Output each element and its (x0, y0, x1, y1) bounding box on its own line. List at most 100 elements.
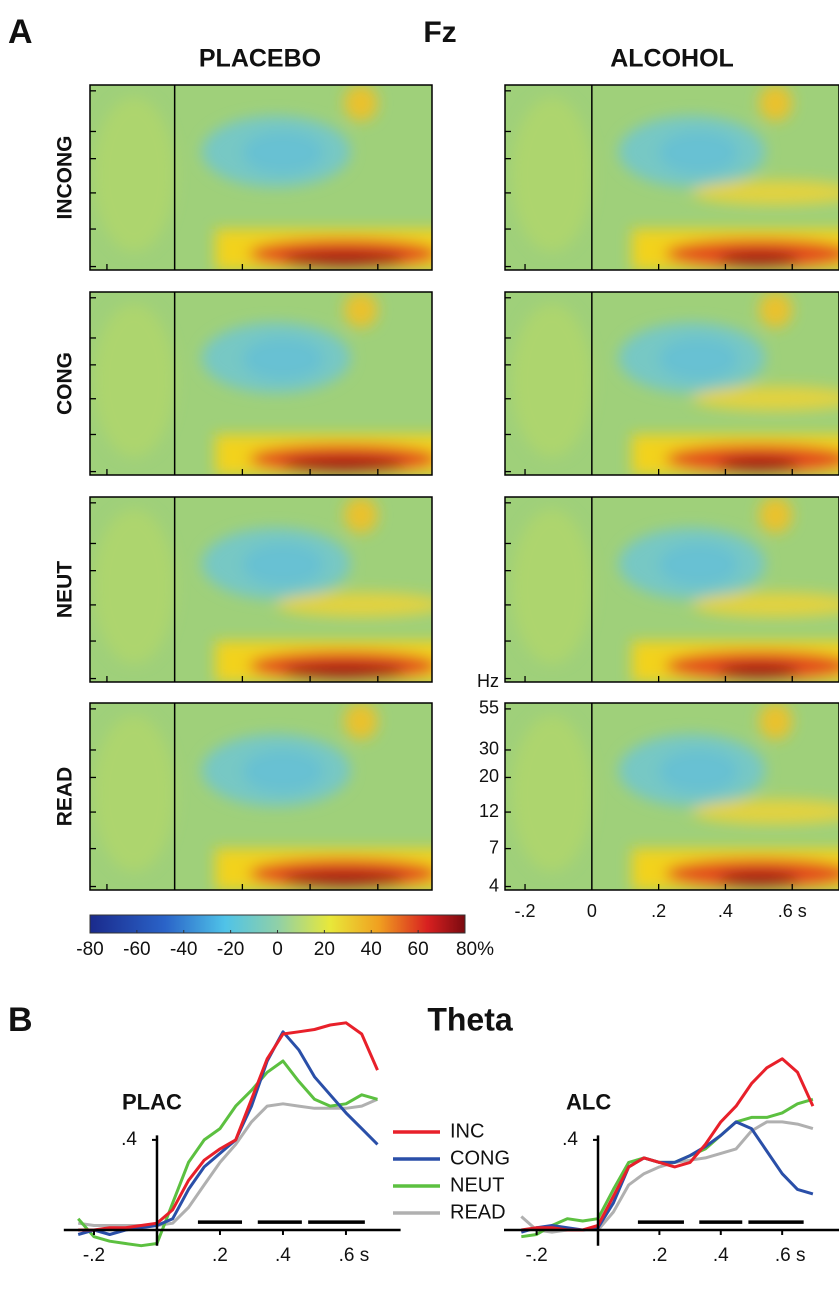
x-tick-label: .4 (713, 1245, 729, 1266)
colorbar-tick-label: -40 (170, 939, 197, 960)
heatmap-blobs (511, 85, 839, 270)
colorbar-tick-label: 20 (314, 939, 335, 960)
heatmap-blob (718, 871, 799, 889)
heatmap-blob (93, 97, 175, 252)
heatmap-blob (242, 543, 324, 586)
panel-frame (504, 291, 839, 476)
legend-label: READ (450, 1201, 506, 1223)
series-line (520, 1120, 814, 1234)
series-line (521, 1097, 814, 1239)
panel-frame (89, 291, 433, 476)
heatmap-blobs (93, 85, 432, 270)
heatmap-blob (283, 251, 405, 269)
colorbar-tick-label: 60 (408, 939, 429, 960)
heatmap-blob (343, 85, 378, 122)
series-line (78, 1021, 379, 1232)
x-tick-label: .2 (651, 1245, 667, 1266)
heatmap-blobs (511, 497, 839, 682)
row-label: CONG (54, 352, 77, 415)
legend-label: CONG (450, 1147, 510, 1169)
freq-tick-label: 20 (479, 766, 499, 786)
x-tick-label: .6 s (339, 1245, 370, 1266)
heatmap-blobs (511, 292, 839, 475)
colorbar-tick-label: 0 (272, 939, 283, 960)
panel-frame (504, 702, 839, 891)
heatmap-blob (511, 97, 592, 252)
heatmap-blob (692, 180, 839, 206)
heatmap (90, 497, 432, 682)
freq-tick-label: 55 (479, 698, 499, 718)
colorbar-tick-label: -80 (76, 939, 103, 960)
colorbar-tick-label: -60 (123, 939, 150, 960)
heatmap-blobs (93, 497, 432, 682)
heatmap-blob (511, 304, 592, 457)
panel-label: A (8, 13, 33, 51)
chart-title: PLAC (122, 1090, 182, 1115)
time-tick-label: .2 (651, 901, 666, 921)
heatmap (505, 497, 839, 682)
heatmap-blob (692, 592, 839, 618)
heatmap-blob (658, 543, 739, 586)
heatmap-blob (343, 292, 378, 328)
heatmap (505, 703, 839, 890)
heatmap-blob (718, 456, 799, 474)
panel-frame (504, 496, 839, 683)
x-tick-label: .2 (212, 1245, 228, 1266)
x-tick-label: -.2 (83, 1245, 105, 1266)
heatmap-blob (758, 292, 793, 328)
freq-tick-label: 30 (479, 739, 499, 759)
heatmap (90, 703, 432, 890)
x-tick-label: .4 (275, 1245, 291, 1266)
column-title: PLACEBO (199, 45, 321, 73)
heatmap-blob (343, 703, 378, 740)
freq-tick-label: 4 (489, 875, 499, 895)
heatmap-blob (343, 497, 378, 534)
heatmap-blob (242, 337, 324, 380)
panel-frame (504, 84, 839, 271)
legend-label: NEUT (450, 1174, 504, 1196)
row-label: INCONG (54, 136, 77, 220)
heatmap (505, 85, 839, 270)
time-tick-label: 0 (587, 901, 597, 921)
panel-label: B (8, 1001, 33, 1039)
series-line (77, 1097, 379, 1227)
heatmap-blob (658, 337, 739, 380)
heatmap-blob (511, 715, 592, 872)
heatmap-blobs (93, 292, 432, 475)
colorbar-tick-label: -20 (217, 939, 244, 960)
panel-title: Theta (427, 1001, 513, 1037)
heatmap-blob (658, 749, 739, 793)
heatmap-blob (718, 251, 799, 269)
heatmap-blob (93, 304, 175, 457)
heatmap (505, 292, 839, 475)
x-tick-label: .6 s (775, 1245, 806, 1266)
freq-tick-label: 7 (489, 837, 499, 857)
y-tick-label: .4 (562, 1129, 578, 1150)
heatmap-blob (93, 509, 175, 664)
heatmap-blob (758, 497, 793, 534)
heatmap-blob (511, 509, 592, 664)
heatmap-blob (758, 703, 793, 740)
freq-unit: Hz (477, 671, 499, 691)
row-label: NEUT (54, 561, 77, 618)
y-tick-label: .4 (121, 1129, 137, 1150)
colorbar-tick-label: 40 (361, 939, 382, 960)
heatmap (90, 292, 432, 475)
heatmap-blob (692, 386, 839, 411)
heatmap-blob (283, 663, 405, 681)
series-line (77, 1059, 378, 1248)
row-label: READ (54, 767, 77, 827)
colorbar-tick-label: 80% (456, 939, 494, 960)
heatmap-blobs (511, 703, 839, 890)
column-title: ALCOHOL (610, 45, 734, 73)
heatmap-blob (283, 456, 405, 474)
heatmap (90, 85, 432, 270)
time-tick-label: -.2 (515, 901, 536, 921)
heatmap-blob (276, 592, 432, 618)
electrode-title: Fz (423, 16, 456, 49)
heatmap-blob (93, 715, 175, 872)
heatmap-blob (692, 799, 839, 825)
heatmap-blob (283, 871, 405, 889)
panel-frame (89, 84, 433, 271)
